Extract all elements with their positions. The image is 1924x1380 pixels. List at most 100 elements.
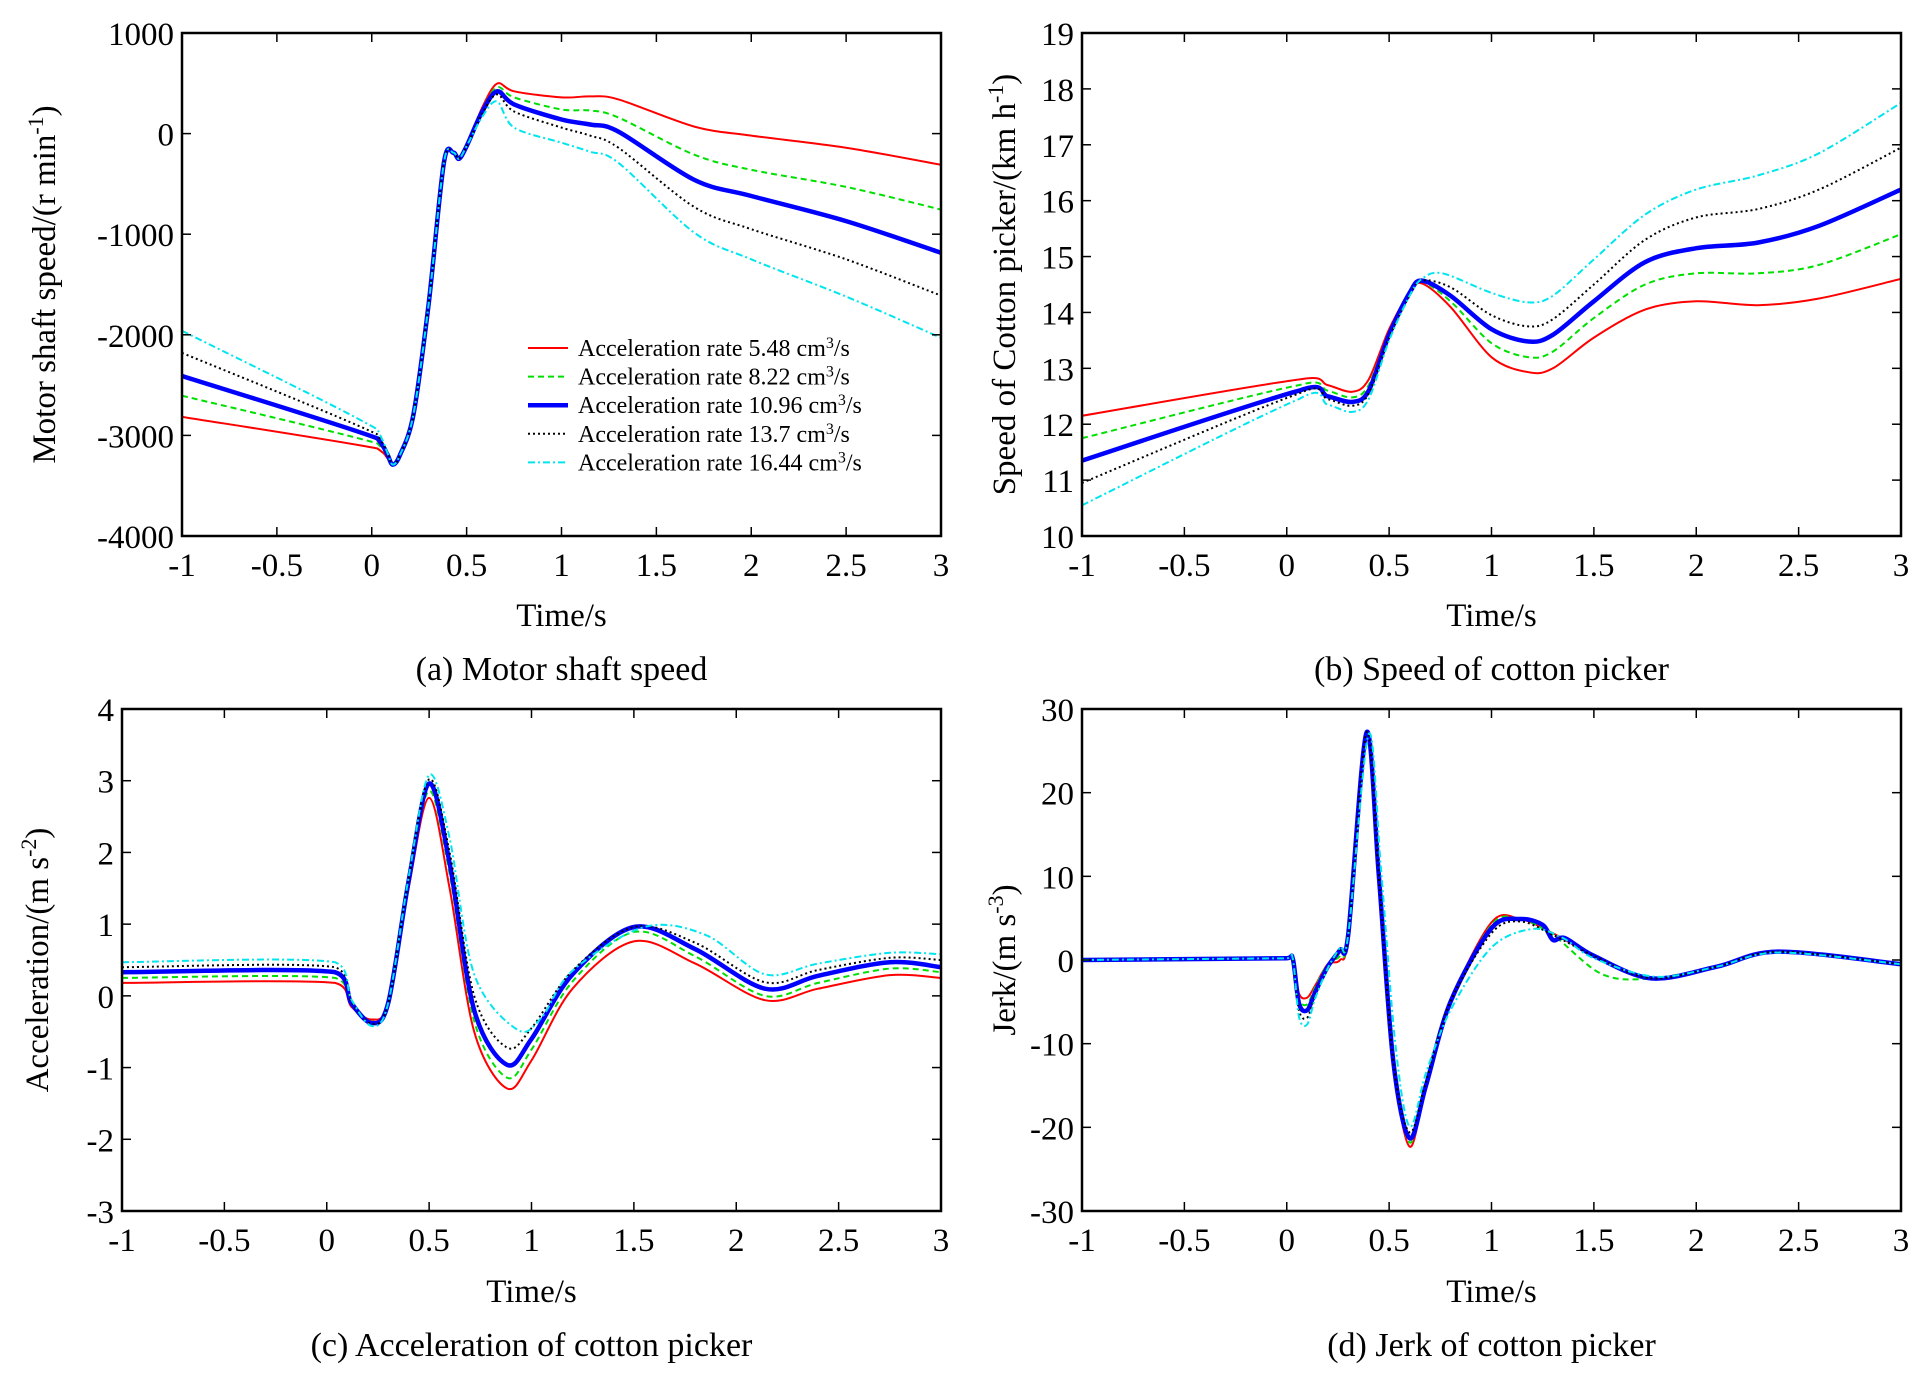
x-tick-label: 2 [1688,548,1705,584]
y-tick-label: -3 [87,1195,115,1231]
y-tick-label: -30 [1030,1195,1074,1231]
y-tick-label: 3 [98,765,115,801]
x-tick-label: 1 [1483,548,1500,584]
legend-label: Acceleration rate 8.22 cm3/s [578,364,850,391]
series-line-d-2 [1082,731,1901,1144]
series-line-b-4 [1082,146,1901,484]
x-tick-label: 2.5 [826,548,867,584]
series-line-b-3 [1082,187,1901,463]
y-tick-label: 15 [1041,241,1074,277]
series-group [1082,102,1901,507]
x-tick-label: 0.5 [1369,548,1410,584]
y-tick-label: 20 [1041,777,1074,813]
x-tick-label: 0.5 [409,1223,450,1259]
x-tick-label: -1 [168,548,196,584]
x-tick-label: 1 [1483,1223,1500,1259]
series-group [182,82,941,467]
y-tick-label: 4 [98,693,115,729]
y-tick-label: 14 [1041,296,1074,332]
series-group [122,773,941,1091]
y-tick-label: 1 [98,908,115,944]
x-tick-label: 1.5 [613,1223,654,1259]
y-tick-label: 0 [158,118,175,154]
legend-label: Acceleration rate 13.7 cm3/s [578,421,850,448]
series-line-c-4 [122,778,941,1050]
x-axis-label: Time/s [1446,598,1537,634]
y-tick-label: 2 [98,836,115,872]
y-tick-label: -10 [1030,1028,1074,1064]
subplot-b: -1 -0.5 0 0.5 1 1.5 2 2.5 3 10 11 12 13 14 15 16 17 18 19 T… [983,17,1909,688]
y-tick-label: 17 [1041,129,1074,165]
legend-label: Acceleration rate 10.96 cm3/s [578,392,862,419]
series-line-b-5 [1082,102,1901,507]
series-line-b-1 [1082,277,1901,417]
subplot-caption: (c) Acceleration of cotton picker [311,1327,753,1364]
x-tick-label: 3 [933,548,950,584]
subplot-caption: (b) Speed of cotton picker [1314,651,1670,688]
y-tick-label: 10 [1041,860,1074,896]
x-tick-label: -0.5 [1158,1223,1210,1259]
x-tick-label: -1 [108,1223,136,1259]
x-axis-label: Time/s [516,598,607,634]
x-tick-label: 2.5 [818,1223,859,1259]
x-tick-label: 1.5 [636,548,677,584]
x-tick-label: 1.5 [1573,548,1614,584]
x-tick-label: 2 [1688,1223,1705,1259]
x-tick-label: 3 [933,1223,950,1259]
y-tick-label: 12 [1041,408,1074,444]
y-tick-label: -4000 [97,520,174,556]
x-tick-label: 2.5 [1778,1223,1819,1259]
x-tick-label: 1 [523,1223,540,1259]
x-tick-label: 3 [1893,1223,1910,1259]
y-tick-label: 16 [1041,185,1074,221]
series-line-c-1 [122,796,941,1091]
legend-label: Acceleration rate 5.48 cm3/s [578,335,850,362]
y-axis-label: Jerk/(m s-3) [983,884,1023,1035]
x-tick-label: 0 [319,1223,336,1259]
y-tick-label: 1000 [108,17,174,53]
x-tick-label: 2 [743,548,760,584]
subplot-caption: (a) Motor shaft speed [416,651,708,688]
x-tick-label: 0 [364,548,381,584]
x-tick-label: 2 [728,1223,745,1259]
y-tick-label: -3000 [97,419,174,455]
subplot-caption: (d) Jerk of cotton picker [1327,1327,1656,1364]
legend: Acceleration rate 5.48 cm3/sAcceleration… [528,335,862,476]
subplot-a: -1 -0.5 0 0.5 1 1.5 2 2.5 3 -4000 -3000 -2000 -1000 0… [23,17,949,688]
y-tick-label: 18 [1041,73,1074,109]
series-line-d-1 [1082,731,1901,1148]
x-axis-label: Time/s [1446,1274,1537,1310]
series-line-d-5 [1082,732,1901,1128]
series-line-d-3 [1082,729,1901,1141]
y-axis-label: Motor shaft speed/(r min-1) [23,105,63,463]
x-tick-label: 2.5 [1778,548,1819,584]
series-line-c-3 [122,781,941,1068]
subplot-c: -1 -0.5 0 0.5 1 1.5 2 2.5 3 -3 -2 -1 0 1 2 3 4 Time/s Acce… [16,693,949,1364]
y-tick-label: -2 [87,1123,115,1159]
y-tick-label: 10 [1041,520,1074,556]
y-axis-label: Acceleration/(m s-2) [16,828,56,1093]
x-tick-label: -1 [1068,1223,1096,1259]
y-tick-label: 30 [1041,693,1074,729]
y-tick-label: 0 [98,980,115,1016]
x-tick-label: 1 [553,548,570,584]
series-line-b-2 [1082,233,1901,440]
y-tick-label: -1000 [97,218,174,254]
plot-frame [1080,31,1903,538]
x-tick-label: 0 [1279,1223,1296,1259]
y-tick-label: 13 [1041,352,1074,388]
legend-label: Acceleration rate 16.44 cm3/s [578,449,862,476]
series-group [1082,729,1901,1148]
x-tick-label: 0.5 [1369,1223,1410,1259]
y-tick-label: -20 [1030,1111,1074,1147]
y-tick-label: 19 [1041,17,1074,53]
series-line-c-5 [122,773,941,1033]
x-axis-label: Time/s [486,1274,577,1310]
y-tick-label: 0 [1058,944,1075,980]
y-tick-label: -1 [87,1052,115,1088]
x-tick-label: -0.5 [251,548,303,584]
series-line-a-5 [182,100,941,466]
subplot-d: -1 -0.5 0 0.5 1 1.5 2 2.5 3 -30 -20 -10 0 10 20 30 Time/… [983,693,1909,1364]
y-tick-label: 11 [1042,464,1074,500]
